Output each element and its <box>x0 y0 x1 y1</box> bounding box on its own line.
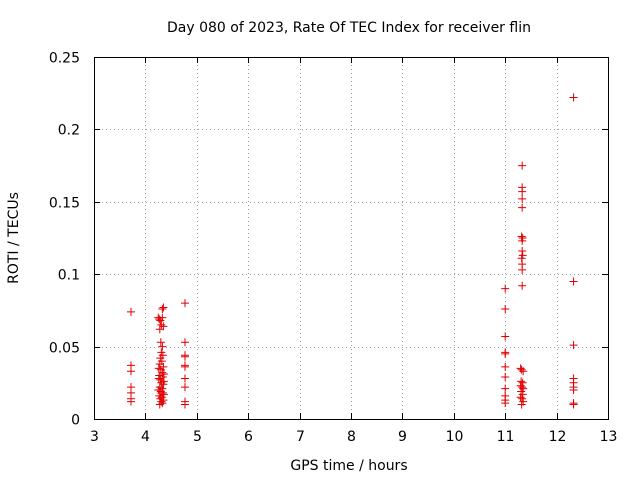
data-point <box>517 377 526 386</box>
data-point <box>501 384 510 393</box>
data-point <box>518 281 527 290</box>
x-tick-label: 10 <box>446 429 464 445</box>
x-tick-label: 11 <box>497 429 515 445</box>
x-tick-label: 12 <box>549 429 567 445</box>
data-point <box>517 254 526 263</box>
data-point <box>159 390 168 399</box>
data-point <box>156 338 165 347</box>
data-point <box>180 374 189 383</box>
x-tick-label: 7 <box>296 429 305 445</box>
data-point <box>154 386 163 395</box>
data-point <box>155 325 164 334</box>
data-point <box>501 362 510 371</box>
y-tick-label: 0.05 <box>49 341 80 357</box>
x-tick-label: 9 <box>398 429 407 445</box>
data-point <box>155 400 164 409</box>
chart-title: Day 080 of 2023, Rate Of TEC Index for r… <box>167 20 531 36</box>
y-axis-label: ROTI / TECUs <box>6 192 22 284</box>
data-point <box>501 373 510 382</box>
data-point <box>159 370 168 379</box>
y-tick-label: 0 <box>71 413 80 429</box>
data-point <box>569 341 578 350</box>
data-point <box>501 284 510 293</box>
data-point <box>569 386 578 395</box>
data-point <box>516 393 525 402</box>
data-point <box>501 349 510 358</box>
data-point <box>518 236 527 245</box>
data-point <box>180 338 189 347</box>
data-point <box>127 367 136 376</box>
data-point <box>569 400 578 409</box>
x-tick-label: 3 <box>90 429 99 445</box>
y-tick-label: 0.15 <box>49 196 80 212</box>
data-point <box>517 400 526 409</box>
x-tick-label: 5 <box>193 429 202 445</box>
data-point <box>127 307 136 316</box>
data-point <box>518 383 527 392</box>
grid <box>94 57 608 419</box>
data-point <box>517 232 526 241</box>
data-point <box>569 277 578 286</box>
y-tick-label: 0.1 <box>58 268 80 284</box>
data-point <box>180 400 189 409</box>
data-point <box>180 352 189 361</box>
data-point <box>157 320 166 329</box>
data-point <box>159 377 168 386</box>
data-point <box>518 161 527 170</box>
data-point <box>158 304 167 313</box>
data-point <box>518 187 527 196</box>
data-point <box>501 332 510 341</box>
x-tick-label: 8 <box>347 429 356 445</box>
x-tick-label: 6 <box>244 429 253 445</box>
data-point <box>518 247 527 256</box>
data-point <box>501 304 510 313</box>
x-tick-label: 4 <box>141 429 150 445</box>
data-point <box>158 342 167 351</box>
data-point <box>154 374 163 383</box>
data-point <box>159 303 168 312</box>
data-point <box>569 93 578 102</box>
data-points <box>127 93 578 409</box>
x-axis-label: GPS time / hours <box>290 458 407 474</box>
data-point <box>501 399 510 408</box>
x-tick-label: 13 <box>600 429 618 445</box>
y-tick-label: 0.2 <box>58 123 80 139</box>
y-tick-label: 0.25 <box>49 51 80 67</box>
data-point <box>518 265 527 274</box>
data-point <box>127 397 136 406</box>
data-point <box>518 194 527 203</box>
data-point <box>517 365 526 374</box>
data-point <box>519 367 528 376</box>
axes: 3 4 5 6 7 8 9 10 11 12 13 0 0.05 0.1 0.15 0.2 0.25 <box>49 51 618 446</box>
data-point <box>180 383 189 392</box>
data-point <box>180 299 189 308</box>
data-point <box>180 362 189 371</box>
data-point <box>158 313 167 322</box>
plot-frame <box>94 57 609 420</box>
data-point <box>154 364 163 373</box>
data-point <box>518 203 527 212</box>
